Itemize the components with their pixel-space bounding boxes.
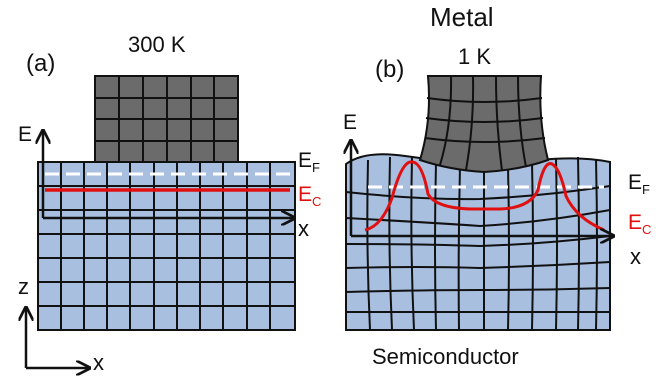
fermi-level-label-b: EF	[628, 171, 650, 196]
temperature-label-a: 300 K	[128, 32, 186, 57]
conduction-band-b	[364, 160, 605, 232]
metal-grid-b	[424, 75, 546, 172]
position-axis-label-b: x	[630, 244, 641, 269]
temperature-label-b: 1 K	[458, 44, 492, 69]
semiconductor-grid-b	[345, 156, 611, 331]
energy-axis-label-b: E	[343, 111, 358, 134]
position-axis-label-a: x	[298, 216, 309, 241]
conduction-band-label-b: EC	[628, 211, 651, 236]
conduction-label-sub-a: C	[312, 194, 322, 209]
panel-a-label: (a)	[26, 50, 56, 77]
fermi-label-sub-b: F	[642, 182, 650, 197]
coordinate-system	[26, 309, 88, 368]
semiconductor-block-b	[345, 153, 611, 331]
conduction-label-main-b: E	[628, 211, 643, 234]
conduction-band-label-a: EC	[298, 183, 321, 208]
semiconductor-label: Semiconductor	[372, 344, 519, 369]
panel-b-label: (b)	[375, 56, 405, 83]
coord-z-label: z	[18, 274, 29, 299]
conduction-label-main-a: E	[298, 183, 313, 206]
energy-axis-label-a: E	[18, 123, 33, 146]
panel-b	[345, 75, 612, 331]
coord-x-label: x	[93, 350, 104, 375]
semiconductor-block-a	[37, 161, 296, 331]
metal-label: Metal	[430, 2, 494, 32]
fermi-label-main-a: E	[298, 149, 313, 172]
metal-grid-a	[95, 76, 238, 162]
fermi-label-main-b: E	[628, 171, 643, 194]
metal-block-b	[418, 75, 550, 174]
conduction-label-sub-b: C	[642, 222, 652, 237]
fermi-level-label-a: EF	[298, 149, 320, 174]
fermi-label-sub-a: F	[312, 160, 320, 175]
panel-a	[37, 75, 296, 331]
